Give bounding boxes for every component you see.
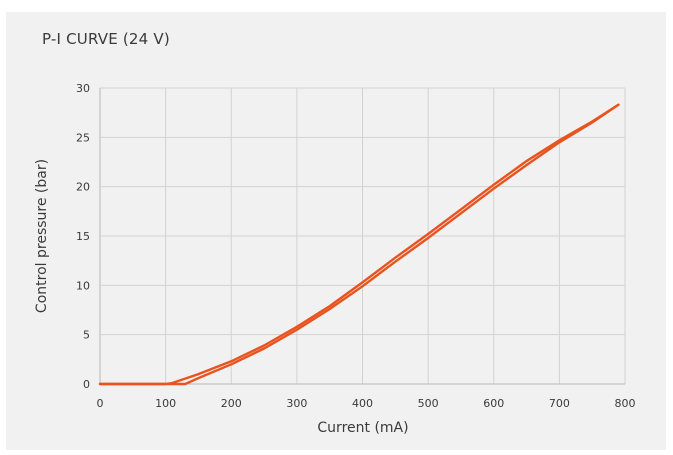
x-tick-label: 200 bbox=[221, 397, 242, 410]
series-line-1 bbox=[100, 105, 618, 384]
y-tick-label: 20 bbox=[76, 181, 90, 194]
y-tick-label: 15 bbox=[76, 230, 90, 243]
series-line-2 bbox=[100, 105, 618, 384]
y-tick-label: 5 bbox=[83, 329, 90, 342]
x-axis-label: Current (mA) bbox=[317, 420, 408, 436]
x-tick-label: 0 bbox=[97, 397, 104, 410]
x-tick-label: 800 bbox=[615, 397, 636, 410]
x-tick-label: 500 bbox=[418, 397, 439, 410]
y-tick-label: 25 bbox=[76, 131, 90, 144]
x-tick-label: 700 bbox=[549, 397, 570, 410]
y-axis-label: Control pressure (bar) bbox=[34, 159, 50, 313]
x-tick-label: 100 bbox=[155, 397, 176, 410]
y-tick-label: 0 bbox=[83, 378, 90, 391]
x-tick-label: 400 bbox=[352, 397, 373, 410]
x-tick-label: 600 bbox=[483, 397, 504, 410]
x-tick-label: 300 bbox=[286, 397, 307, 410]
y-tick-label: 10 bbox=[76, 279, 90, 292]
y-tick-label: 30 bbox=[76, 82, 90, 95]
